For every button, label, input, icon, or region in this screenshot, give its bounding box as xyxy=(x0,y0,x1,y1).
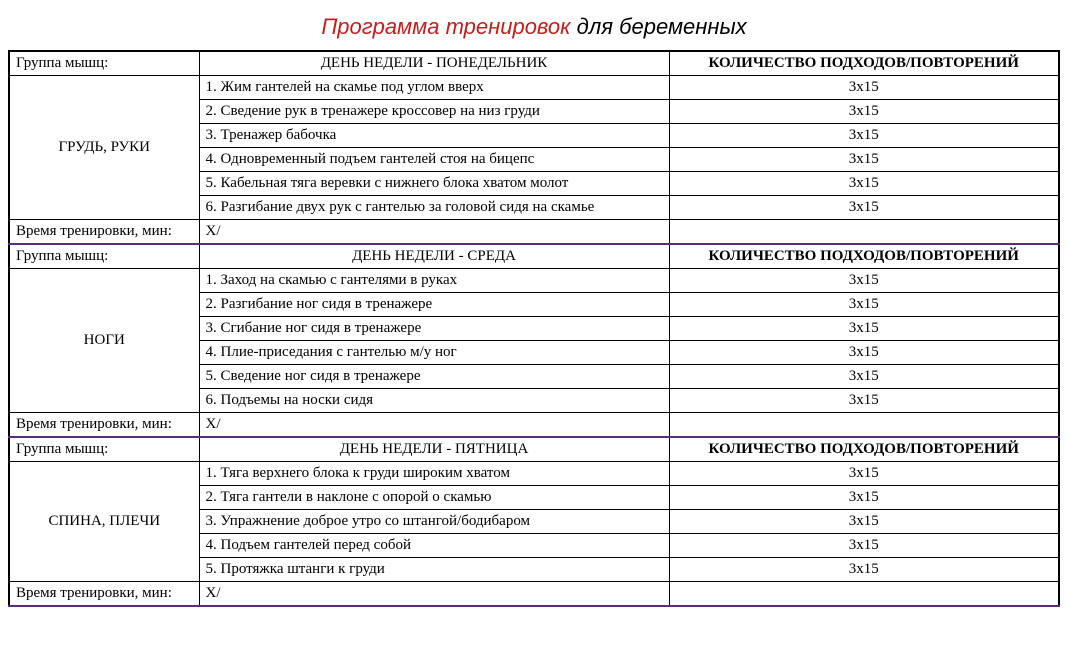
muscle-group: ГРУДЬ, РУКИ xyxy=(9,76,199,220)
exercise-sets: 3х15 xyxy=(669,148,1059,172)
time-label: Время тренировки, мин: xyxy=(9,413,199,438)
sets-header: КОЛИЧЕСТВО ПОДХОДОВ/ПОВТОРЕНИЙ xyxy=(669,51,1059,76)
time-empty xyxy=(669,413,1059,438)
exercise-row: СПИНА, ПЛЕЧИ1. Тяга верхнего блока к гру… xyxy=(9,462,1059,486)
group-label: Группа мышц: xyxy=(9,51,199,76)
time-empty xyxy=(669,582,1059,607)
exercise-row: ГРУДЬ, РУКИ1. Жим гантелей на скамье под… xyxy=(9,76,1059,100)
time-row: Время тренировки, мин:X/ xyxy=(9,220,1059,245)
exercise-name: 6. Подъемы на носки сидя xyxy=(199,389,669,413)
time-row: Время тренировки, мин:X/ xyxy=(9,582,1059,607)
exercise-name: 1. Жим гантелей на скамье под углом ввер… xyxy=(199,76,669,100)
exercise-name: 1. Заход на скамью с гантелями в руках xyxy=(199,269,669,293)
exercise-sets: 3х15 xyxy=(669,462,1059,486)
day-header-row: Группа мышц:ДЕНЬ НЕДЕЛИ - ПЯТНИЦАКОЛИЧЕС… xyxy=(9,437,1059,462)
muscle-group: СПИНА, ПЛЕЧИ xyxy=(9,462,199,582)
exercise-sets: 3х15 xyxy=(669,293,1059,317)
exercise-sets: 3х15 xyxy=(669,124,1059,148)
time-label: Время тренировки, мин: xyxy=(9,582,199,607)
time-label: Время тренировки, мин: xyxy=(9,220,199,245)
sets-header: КОЛИЧЕСТВО ПОДХОДОВ/ПОВТОРЕНИЙ xyxy=(669,437,1059,462)
title-part1: Программа тренировок xyxy=(321,14,570,39)
exercise-name: 3. Тренажер бабочка xyxy=(199,124,669,148)
day-header: ДЕНЬ НЕДЕЛИ - СРЕДА xyxy=(199,244,669,269)
exercise-sets: 3х15 xyxy=(669,196,1059,220)
sets-header: КОЛИЧЕСТВО ПОДХОДОВ/ПОВТОРЕНИЙ xyxy=(669,244,1059,269)
exercise-sets: 3х15 xyxy=(669,76,1059,100)
exercise-name: 4. Подъем гантелей перед собой xyxy=(199,534,669,558)
exercise-name: 3. Упражнение доброе утро со штангой/бод… xyxy=(199,510,669,534)
group-label: Группа мышц: xyxy=(9,437,199,462)
exercise-sets: 3х15 xyxy=(669,172,1059,196)
muscle-group: НОГИ xyxy=(9,269,199,413)
exercise-name: 2. Тяга гантели в наклоне с опорой о ска… xyxy=(199,486,669,510)
day-header-row: Группа мышц:ДЕНЬ НЕДЕЛИ - ПОНЕДЕЛЬНИККОЛ… xyxy=(9,51,1059,76)
exercise-sets: 3х15 xyxy=(669,534,1059,558)
exercise-name: 4. Одновременный подъем гантелей стоя на… xyxy=(199,148,669,172)
exercise-name: 1. Тяга верхнего блока к груди широким х… xyxy=(199,462,669,486)
time-value: X/ xyxy=(199,413,669,438)
exercise-name: 4. Плие-приседания с гантелью м/у ног xyxy=(199,341,669,365)
group-label: Группа мышц: xyxy=(9,244,199,269)
exercise-sets: 3х15 xyxy=(669,510,1059,534)
title-part2: для беременных xyxy=(571,14,747,39)
workout-program-table: Группа мышц:ДЕНЬ НЕДЕЛИ - ПОНЕДЕЛЬНИККОЛ… xyxy=(8,50,1060,607)
exercise-name: 5. Протяжка штанги к груди xyxy=(199,558,669,582)
exercise-sets: 3х15 xyxy=(669,269,1059,293)
exercise-name: 6. Разгибание двух рук с гантелью за гол… xyxy=(199,196,669,220)
exercise-sets: 3х15 xyxy=(669,317,1059,341)
exercise-sets: 3х15 xyxy=(669,486,1059,510)
exercise-sets: 3х15 xyxy=(669,100,1059,124)
exercise-name: 5. Кабельная тяга веревки с нижнего блок… xyxy=(199,172,669,196)
time-value: X/ xyxy=(199,220,669,245)
exercise-sets: 3х15 xyxy=(669,341,1059,365)
exercise-sets: 3х15 xyxy=(669,389,1059,413)
exercise-row: НОГИ1. Заход на скамью с гантелями в рук… xyxy=(9,269,1059,293)
page-title: Программа тренировок для беременных xyxy=(8,8,1060,50)
exercise-sets: 3х15 xyxy=(669,365,1059,389)
time-value: X/ xyxy=(199,582,669,607)
exercise-name: 2. Сведение рук в тренажере кроссовер на… xyxy=(199,100,669,124)
day-header: ДЕНЬ НЕДЕЛИ - ПЯТНИЦА xyxy=(199,437,669,462)
day-header-row: Группа мышц:ДЕНЬ НЕДЕЛИ - СРЕДАКОЛИЧЕСТВ… xyxy=(9,244,1059,269)
time-row: Время тренировки, мин:X/ xyxy=(9,413,1059,438)
exercise-name: 3. Сгибание ног сидя в тренажере xyxy=(199,317,669,341)
exercise-name: 5. Сведение ног сидя в тренажере xyxy=(199,365,669,389)
exercise-name: 2. Разгибание ног сидя в тренажере xyxy=(199,293,669,317)
day-header: ДЕНЬ НЕДЕЛИ - ПОНЕДЕЛЬНИК xyxy=(199,51,669,76)
exercise-sets: 3х15 xyxy=(669,558,1059,582)
time-empty xyxy=(669,220,1059,245)
